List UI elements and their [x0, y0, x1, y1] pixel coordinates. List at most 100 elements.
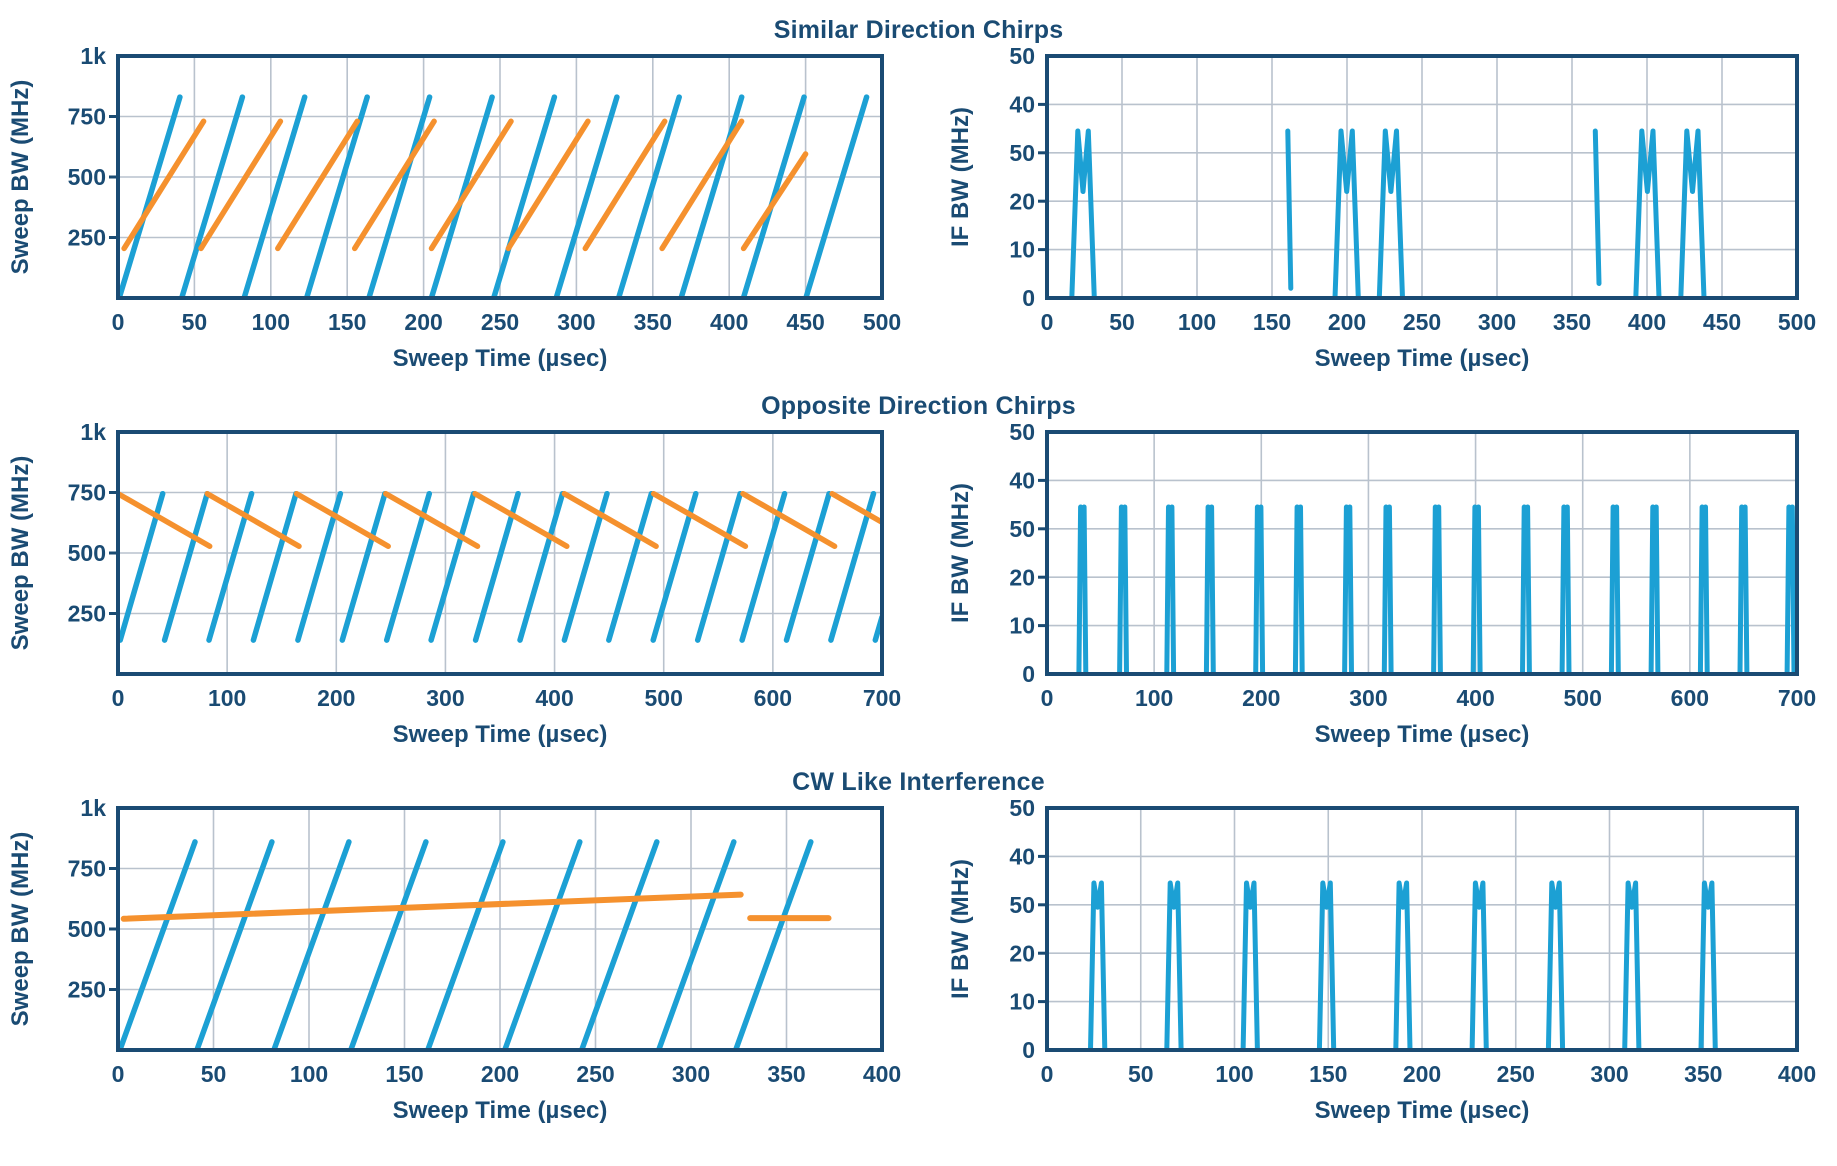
x-tick-label: 0 [112, 309, 125, 335]
y-axis: 1k 750 500 250 [68, 798, 118, 1003]
interferer-chirp [505, 118, 591, 252]
x-tick-label: 500 [645, 685, 683, 711]
x-tick-label: 500 [1564, 685, 1602, 711]
if-response [1164, 504, 1177, 674]
if-response [1164, 880, 1184, 1050]
if-response [1253, 504, 1266, 674]
if-response-series [1076, 504, 1797, 674]
if-response [1608, 504, 1621, 674]
if-response [1633, 128, 1662, 298]
interferer-chirp [275, 118, 361, 252]
interferer-chirp [293, 490, 391, 549]
interferer-chirp [428, 118, 514, 252]
x-tick-label: 250 [576, 1061, 614, 1087]
x-tick-label: 300 [672, 1061, 710, 1087]
if-response [1737, 504, 1750, 674]
x-tick-label: 700 [1778, 685, 1816, 711]
y-axis-title: Sweep BW (MHz) [7, 456, 34, 651]
y-tick-label: 10 [1009, 989, 1035, 1015]
victim-chirp [655, 839, 737, 1050]
chart-row-cw: CW Like Interference 1k 750 500 250 0 50 100 15… [0, 766, 1837, 1138]
x-tick-label: 450 [786, 309, 824, 335]
victim-chirp [348, 839, 429, 1050]
interferer-chirp [383, 490, 481, 549]
y-axis-title: IF BW (MHz) [947, 483, 974, 623]
x-tick-label: 250 [1497, 1061, 1535, 1087]
x-axis: 0 50 100 150 200 250 300 350 400 450 500 [1041, 309, 1817, 335]
interferer-chirp [650, 490, 749, 549]
x-axis-title: Sweep Time (µsec) [1315, 345, 1530, 372]
x-tick-label: 200 [481, 1061, 519, 1087]
x-tick-label: 250 [1403, 309, 1441, 335]
y-tick-label: 50 [1009, 46, 1035, 69]
x-tick-label: 100 [290, 1061, 328, 1087]
x-tick-label: 150 [385, 1061, 423, 1087]
x-tick-label: 400 [710, 309, 748, 335]
x-tick-label: 700 [863, 685, 901, 711]
if-response [1520, 504, 1532, 674]
x-tick-label: 250 [481, 309, 519, 335]
y-axis-title: IF BW (MHz) [947, 107, 974, 247]
if-response [1592, 128, 1602, 286]
victim-chirp [303, 94, 370, 298]
x-tick-label: 200 [1403, 1061, 1441, 1087]
sweep-bw-chart: 1k 750 500 250 0 50 100 150 200 250 300 350 400 Sweep… [7, 798, 902, 1124]
interferer-chirp [198, 118, 284, 252]
x-tick-label: 400 [1456, 685, 1494, 711]
victim-chirp [428, 490, 477, 643]
y-tick-label: 40 [1009, 91, 1035, 117]
y-tick-label: 750 [68, 480, 106, 506]
plot-border [1045, 806, 1799, 1052]
if-response [1622, 880, 1642, 1050]
x-tick-label: 350 [634, 309, 672, 335]
if-response-series [1069, 128, 1707, 298]
x-tick-label: 450 [1703, 309, 1741, 335]
x-tick-label: 350 [767, 1061, 805, 1087]
interferer-chirp [351, 118, 437, 252]
chart-pair: 1k 750 500 250 0 50 100 150 200 250 300 350 400 450 50… [0, 46, 1837, 386]
interferer-chirp [561, 490, 659, 549]
y-tick-label: 1k [80, 422, 106, 445]
x-tick-label: 0 [1041, 309, 1054, 335]
interferer-chirp [121, 118, 207, 252]
x-axis: 0 50 100 150 200 250 300 350 400 [112, 1061, 902, 1087]
victim-chirp [578, 839, 660, 1050]
victim-chirp [694, 490, 743, 643]
y-tick-label: 0 [1022, 1037, 1035, 1063]
interferer-chirp [204, 490, 302, 549]
y-tick-label: 0 [1022, 661, 1035, 687]
row-title: Opposite Direction Chirps [761, 392, 1076, 420]
x-axis-title: Sweep Time (µsec) [393, 1097, 608, 1124]
x-tick-label: 200 [404, 309, 442, 335]
y-axis-title: Sweep BW (MHz) [7, 832, 34, 1027]
if-response-series [1088, 880, 1718, 1050]
x-tick-label: 300 [426, 685, 464, 711]
chart-row-similar: Similar Direction Chirps 1k 750 500 250 0 50 1… [0, 14, 1837, 386]
plot-border [1045, 54, 1799, 300]
gridlines [118, 432, 882, 674]
x-tick-label: 400 [1778, 1061, 1816, 1087]
interferer-chirp [740, 151, 809, 252]
if-response [1545, 880, 1566, 1050]
if-response [1292, 504, 1305, 674]
gridlines [1047, 432, 1797, 674]
gridlines [118, 56, 882, 298]
victim-chirp [650, 490, 699, 643]
y-tick-label: 1k [80, 798, 106, 821]
x-tick-label: 0 [112, 1061, 125, 1087]
x-axis-title: Sweep Time (µsec) [1315, 1097, 1530, 1124]
x-axis-title: Sweep Time (µsec) [393, 721, 608, 748]
x-axis-title: Sweep Time (µsec) [393, 345, 608, 372]
y-tick-label: 50 [1009, 516, 1035, 542]
y-tick-label: 20 [1009, 188, 1035, 214]
victim-chirp [553, 94, 620, 298]
if-response [1069, 128, 1097, 298]
victim-chirp [739, 490, 788, 643]
if-response [1469, 880, 1489, 1050]
if-response [1678, 128, 1707, 298]
x-axis: 0 100 200 300 400 500 600 700 [1041, 685, 1817, 711]
victim-chirp [161, 490, 210, 643]
x-axis: 0 50 100 150 200 250 300 350 400 [1041, 1061, 1817, 1087]
if-response [1316, 880, 1337, 1050]
